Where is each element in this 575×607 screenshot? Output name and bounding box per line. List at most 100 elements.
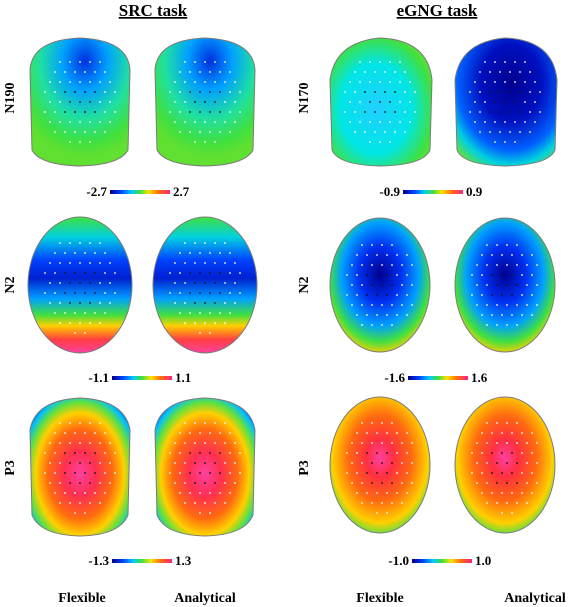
electrode-dot [356,314,358,316]
electrode-dot [209,91,211,93]
panel-title-egng: eGNG task [397,1,478,20]
electrode-dot [391,422,393,424]
electrode-dot [189,432,191,434]
electrode-dot [391,244,393,246]
electrode-dot [376,274,378,276]
electrode-dot [49,442,51,444]
electrode-dot [54,452,56,454]
electrode-dot [59,502,61,504]
electrode-dot [179,71,181,73]
electrode-dot [49,121,51,123]
electrode-dot [94,312,96,314]
electrode-dot [391,264,393,266]
electrode-dot [516,442,518,444]
electrode-dot [189,452,191,454]
electrode-dot [386,492,388,494]
condition-label-src-flexible: Flexible [58,591,105,606]
electrode-dot [486,502,488,504]
electrode-dot [361,324,363,326]
electrode-dot [89,462,91,464]
electrode-dot [361,482,363,484]
electrode-dot [511,512,513,514]
electrode-dot [371,482,373,484]
electrode-dot [99,422,101,424]
electrode-dot [476,304,478,306]
electrode-dot [531,274,533,276]
electrode-dot [486,442,488,444]
electrode-dot [174,81,176,83]
electrode-dot [184,322,186,324]
electrode-dot [529,71,531,73]
electrode-dot [79,462,81,464]
electrode-dot [59,302,61,304]
electrode-dot [396,254,398,256]
electrode-dot [496,284,498,286]
electrode-dot [94,432,96,434]
electrode-dot [99,282,101,284]
electrode-dot [214,442,216,444]
electrode-dot [79,442,81,444]
electrode-dot [214,121,216,123]
electrode-dot [519,71,521,73]
electrode-dot [506,462,508,464]
electrode-dot [346,274,348,276]
electrode-dot [366,314,368,316]
electrode-dot [396,432,398,434]
electrode-dot [396,314,398,316]
electrode-dot [84,332,86,334]
electrode-dot [54,252,56,254]
electrode-dot [79,422,81,424]
electrode-dots [44,61,541,514]
colorbar-min-src-n190: -2.7 [86,184,107,199]
electrode-dot [356,254,358,256]
electrode-dot [94,472,96,474]
electrode-dot [49,101,51,103]
electrode-dot [489,91,491,93]
electrode-dot [199,492,201,494]
electrode-dot [209,472,211,474]
electrode-dot [409,101,411,103]
electrode-dot [531,432,533,434]
electrode-dot [374,91,376,93]
electrode-dot [476,264,478,266]
electrode-dot [504,121,506,123]
electrode-dot [401,284,403,286]
electrode-dot [179,452,181,454]
electrode-dot [536,304,538,306]
electrode-dot [59,242,61,244]
electrode-dot [104,131,106,133]
electrode-dot [384,91,386,93]
electrode-dot [496,244,498,246]
electrode-dot [224,462,226,464]
electrode-dot [99,482,101,484]
electrode-dot [219,91,221,93]
electrode-dot [494,61,496,63]
electrode-dot [54,432,56,434]
electrode-dot [396,492,398,494]
electrode-dot [506,284,508,286]
electrode-dot [479,71,481,73]
colorbar-min-egng-n170: -0.9 [379,184,400,199]
electrode-dot [386,254,388,256]
electrode-dot [521,294,523,296]
electrode-dot [104,492,106,494]
electrode-dot [381,304,383,306]
electrode-dot [234,302,236,304]
electrode-dot [219,492,221,494]
electrode-dot [376,314,378,316]
electrode-dot [64,432,66,434]
electrode-dot [194,482,196,484]
electrode-dot [381,422,383,424]
electrode-dot [529,131,531,133]
electrode-dot [239,111,241,113]
electrode-dot [391,304,393,306]
electrode-dot [361,284,363,286]
electrode-dot [99,302,101,304]
electrode-dot [54,111,56,113]
head-map-src-n2-flexible [27,216,133,354]
electrode-dot [169,452,171,454]
electrode-dot [496,304,498,306]
electrode-dot [526,284,528,286]
electrode-dot [381,284,383,286]
electrode-dot [184,282,186,284]
